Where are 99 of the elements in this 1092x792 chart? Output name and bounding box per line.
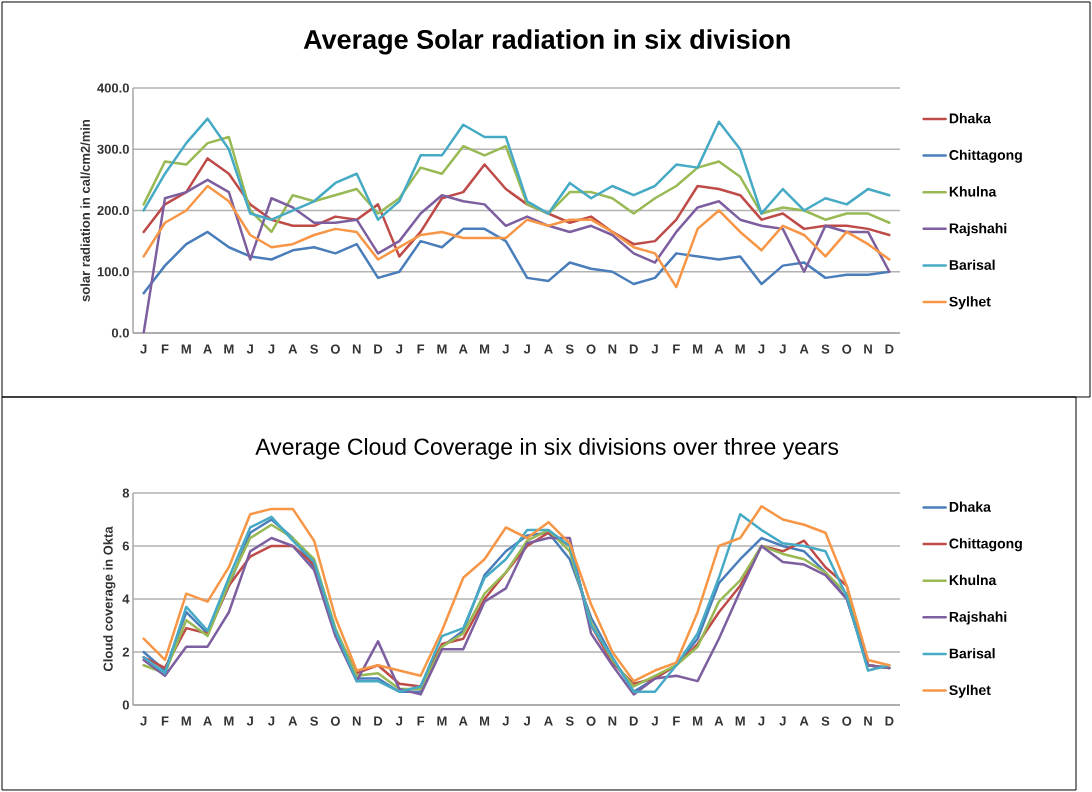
x-tick-label: M	[224, 716, 234, 726]
x-tick-label: J	[395, 344, 403, 354]
x-tick-label: S	[821, 716, 830, 726]
x-tick-label: D	[885, 344, 894, 354]
legend-label: Dhaka	[949, 113, 991, 124]
x-tick-label: N	[864, 716, 872, 726]
y-axis-title: Cloud coverage in Okta	[103, 526, 116, 672]
x-tick-label: J	[246, 344, 253, 354]
y-tick-label: 8	[122, 488, 130, 498]
y-tick-label: 200.0	[97, 205, 129, 216]
y-tick-label: 400.0	[97, 83, 129, 93]
x-tick-label: O	[842, 716, 852, 726]
x-tick-label: J	[651, 716, 658, 726]
x-tick-label: J	[758, 344, 765, 354]
x-tick-label: J	[523, 716, 530, 726]
line-series	[142, 178, 891, 333]
legend-label: Chittagong	[949, 538, 1022, 552]
legend-label: Rajshahi	[949, 611, 1007, 625]
x-tick-label: M	[181, 344, 191, 354]
y-tick-label: 4	[122, 594, 130, 604]
x-tick-label: F	[673, 716, 680, 726]
x-tick-label: O	[330, 716, 340, 726]
x-tick-label: F	[417, 716, 425, 726]
chart-title: Average Solar radiation in six division	[303, 29, 790, 55]
y-tick-label: 6	[122, 541, 130, 551]
legend-label: Sylhet	[949, 684, 991, 698]
x-tick-label: M	[181, 716, 191, 726]
legend-label: Khulna	[949, 186, 997, 197]
x-tick-label: J	[140, 716, 147, 726]
x-tick-label: A	[544, 716, 553, 726]
x-tick-label: J	[523, 344, 530, 354]
x-tick-label: S	[565, 344, 574, 354]
x-tick-label: A	[203, 344, 212, 354]
x-tick-label: N	[608, 344, 617, 354]
x-tick-label: N	[352, 716, 361, 726]
x-tick-label: O	[586, 716, 596, 726]
x-tick-label: M	[480, 344, 490, 354]
x-tick-label: J	[246, 716, 253, 726]
x-tick-label: M	[735, 716, 745, 726]
x-tick-label: J	[779, 716, 786, 726]
x-tick-label: F	[417, 344, 425, 354]
x-tick-label: F	[161, 716, 169, 726]
x-tick-label: D	[629, 716, 638, 726]
chart-title: Average Cloud Coverage in six divisions over three years	[255, 438, 839, 460]
legend-label: Khulna	[949, 574, 997, 586]
x-tick-label: S	[310, 344, 318, 354]
x-tick-label: A	[714, 716, 724, 726]
x-tick-label: A	[544, 344, 553, 354]
x-tick-label: J	[268, 344, 275, 354]
x-tick-label: M	[693, 344, 703, 354]
x-tick-label: J	[758, 716, 765, 726]
x-tick-label: M	[693, 716, 703, 726]
x-tick-label: J	[651, 344, 658, 354]
x-tick-label: A	[288, 716, 298, 726]
x-tick-label: A	[799, 716, 809, 726]
x-tick-label: A	[458, 344, 468, 354]
x-tick-label: A	[458, 716, 468, 726]
x-tick-label: A	[288, 344, 298, 354]
legend-label: Barisal	[949, 259, 995, 270]
x-tick-label: M	[735, 344, 745, 354]
x-tick-label: F	[161, 344, 169, 354]
y-tick-label: 100.0	[97, 267, 129, 277]
x-tick-label: S	[310, 716, 318, 726]
x-tick-label: D	[374, 716, 383, 726]
x-tick-label: D	[629, 344, 638, 354]
legend-label: Barisal	[949, 648, 995, 659]
x-tick-label: M	[437, 344, 447, 354]
x-tick-label: J	[502, 716, 509, 726]
x-tick-label: S	[821, 344, 830, 354]
y-tick-label: 2	[122, 647, 129, 657]
x-tick-label: O	[586, 344, 596, 354]
x-tick-label: M	[480, 716, 490, 726]
legend-label: Dhaka	[949, 501, 991, 512]
x-tick-label: S	[565, 716, 574, 726]
x-tick-label: J	[395, 716, 403, 726]
legend-label: Sylhet	[949, 296, 991, 310]
x-tick-label: M	[224, 344, 234, 354]
x-tick-label: J	[779, 344, 786, 354]
x-tick-label: O	[842, 344, 852, 354]
x-tick-label: D	[374, 344, 383, 354]
x-tick-label: A	[714, 344, 724, 354]
x-tick-label: J	[140, 344, 147, 354]
x-tick-label: J	[502, 344, 509, 354]
x-tick-label: F	[673, 344, 680, 354]
x-tick-label: O	[330, 344, 340, 354]
x-tick-label: A	[203, 716, 212, 726]
y-tick-label: 300.0	[97, 144, 129, 154]
x-tick-label: N	[352, 344, 361, 354]
x-tick-label: M	[437, 716, 447, 726]
x-tick-label: A	[799, 344, 809, 354]
y-tick-label: 0.0	[111, 328, 129, 338]
x-tick-label: J	[268, 716, 275, 726]
x-tick-label: N	[608, 716, 617, 726]
legend-label: Rajshahi	[949, 222, 1007, 237]
x-tick-label: N	[864, 344, 872, 354]
y-tick-label: 0	[122, 700, 129, 710]
x-tick-label: D	[885, 716, 894, 726]
legend-label: Chittagong	[949, 149, 1022, 163]
y-axis-title: solar radiation in cal/cm2/min	[80, 119, 91, 302]
